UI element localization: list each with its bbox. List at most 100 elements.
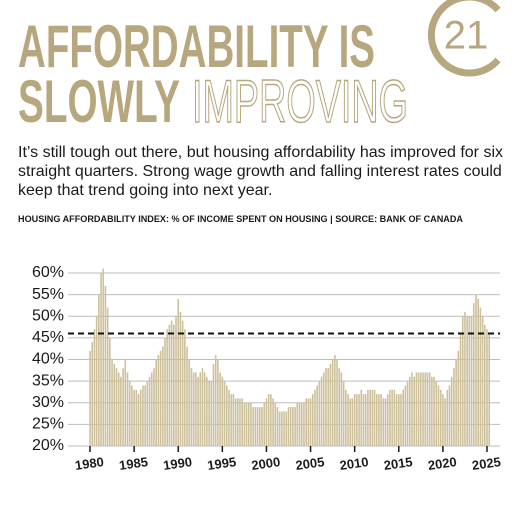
bar bbox=[325, 368, 327, 446]
bar bbox=[133, 389, 135, 446]
headline-outline: IMPROVING bbox=[192, 68, 408, 135]
bar bbox=[307, 398, 310, 446]
bar bbox=[135, 389, 138, 446]
bar bbox=[389, 389, 391, 446]
bar bbox=[144, 385, 146, 446]
bar bbox=[316, 385, 318, 446]
bar bbox=[214, 355, 217, 446]
bar bbox=[404, 385, 407, 446]
bar bbox=[373, 389, 376, 446]
x-tick-label: 2005 bbox=[295, 454, 326, 473]
bar bbox=[122, 368, 124, 446]
bar bbox=[424, 372, 427, 446]
bar bbox=[488, 333, 491, 446]
x-tick-label: 2010 bbox=[339, 454, 370, 473]
bar bbox=[356, 394, 358, 446]
bar bbox=[464, 311, 466, 446]
bar bbox=[146, 381, 149, 446]
bar bbox=[468, 316, 471, 446]
bar bbox=[362, 394, 365, 446]
bar bbox=[453, 368, 455, 446]
bar bbox=[303, 402, 305, 446]
bar bbox=[338, 368, 341, 446]
bar bbox=[254, 407, 257, 446]
bar bbox=[210, 381, 213, 446]
bar bbox=[274, 402, 277, 446]
bar bbox=[124, 359, 127, 446]
bar bbox=[111, 359, 113, 446]
bar bbox=[137, 394, 140, 446]
bar bbox=[431, 376, 433, 446]
bar bbox=[104, 285, 107, 446]
headline: AFFORDABILITY IS bbox=[18, 13, 375, 80]
bar bbox=[168, 324, 171, 446]
bar bbox=[148, 376, 151, 446]
bar bbox=[483, 324, 486, 446]
bar bbox=[314, 389, 316, 446]
bar bbox=[126, 372, 129, 446]
bar bbox=[225, 385, 228, 446]
bar bbox=[400, 394, 402, 446]
bar bbox=[459, 333, 462, 446]
bar bbox=[311, 394, 314, 446]
bar bbox=[364, 394, 367, 446]
bar bbox=[173, 324, 175, 446]
bar bbox=[139, 389, 142, 446]
bar bbox=[248, 402, 250, 446]
bar bbox=[296, 402, 299, 446]
bar bbox=[241, 398, 243, 446]
bar bbox=[188, 359, 191, 446]
bar bbox=[150, 372, 153, 446]
bar bbox=[320, 376, 323, 446]
bar bbox=[203, 372, 206, 446]
bar bbox=[177, 298, 180, 446]
bar bbox=[318, 381, 321, 446]
logo: 21 bbox=[444, 14, 489, 58]
bar bbox=[413, 376, 416, 446]
bar bbox=[153, 368, 155, 446]
bar bbox=[382, 398, 385, 446]
bar bbox=[294, 407, 296, 446]
bar bbox=[261, 407, 263, 446]
bar bbox=[159, 350, 162, 446]
bar bbox=[239, 398, 241, 446]
bar bbox=[336, 359, 338, 446]
bar bbox=[455, 359, 457, 446]
y-tick-label: 35% bbox=[32, 372, 64, 389]
bar bbox=[351, 398, 354, 446]
bar bbox=[391, 389, 393, 446]
bar bbox=[115, 368, 118, 446]
bar bbox=[384, 398, 387, 446]
y-tick-label: 50% bbox=[32, 307, 64, 324]
bar bbox=[448, 385, 451, 446]
bar bbox=[190, 368, 193, 446]
bar bbox=[117, 372, 120, 446]
bar bbox=[353, 394, 356, 446]
bar bbox=[263, 402, 266, 446]
bar bbox=[234, 398, 237, 446]
bar bbox=[89, 350, 91, 446]
bar bbox=[289, 407, 292, 446]
bar bbox=[437, 385, 440, 446]
bar bbox=[157, 355, 160, 446]
logo-ring bbox=[427, 0, 501, 77]
bar bbox=[347, 394, 349, 446]
bar bbox=[276, 407, 279, 446]
bar bbox=[186, 346, 188, 446]
bar bbox=[371, 389, 374, 446]
bar bbox=[217, 359, 219, 446]
bar bbox=[415, 372, 418, 446]
x-tick-label: 1980 bbox=[74, 454, 105, 473]
x-tick-label: 1990 bbox=[162, 454, 193, 473]
bar bbox=[481, 316, 484, 446]
plot: 20% 25% 30% 35% 40% 45% 50% 55% 60% 1980 1985 1990 1… bbox=[32, 264, 502, 473]
bar bbox=[386, 394, 389, 446]
bar bbox=[358, 394, 360, 446]
bar bbox=[393, 389, 396, 446]
bar bbox=[411, 372, 413, 446]
bar bbox=[206, 376, 208, 446]
bar bbox=[442, 394, 444, 446]
bar bbox=[409, 376, 411, 446]
